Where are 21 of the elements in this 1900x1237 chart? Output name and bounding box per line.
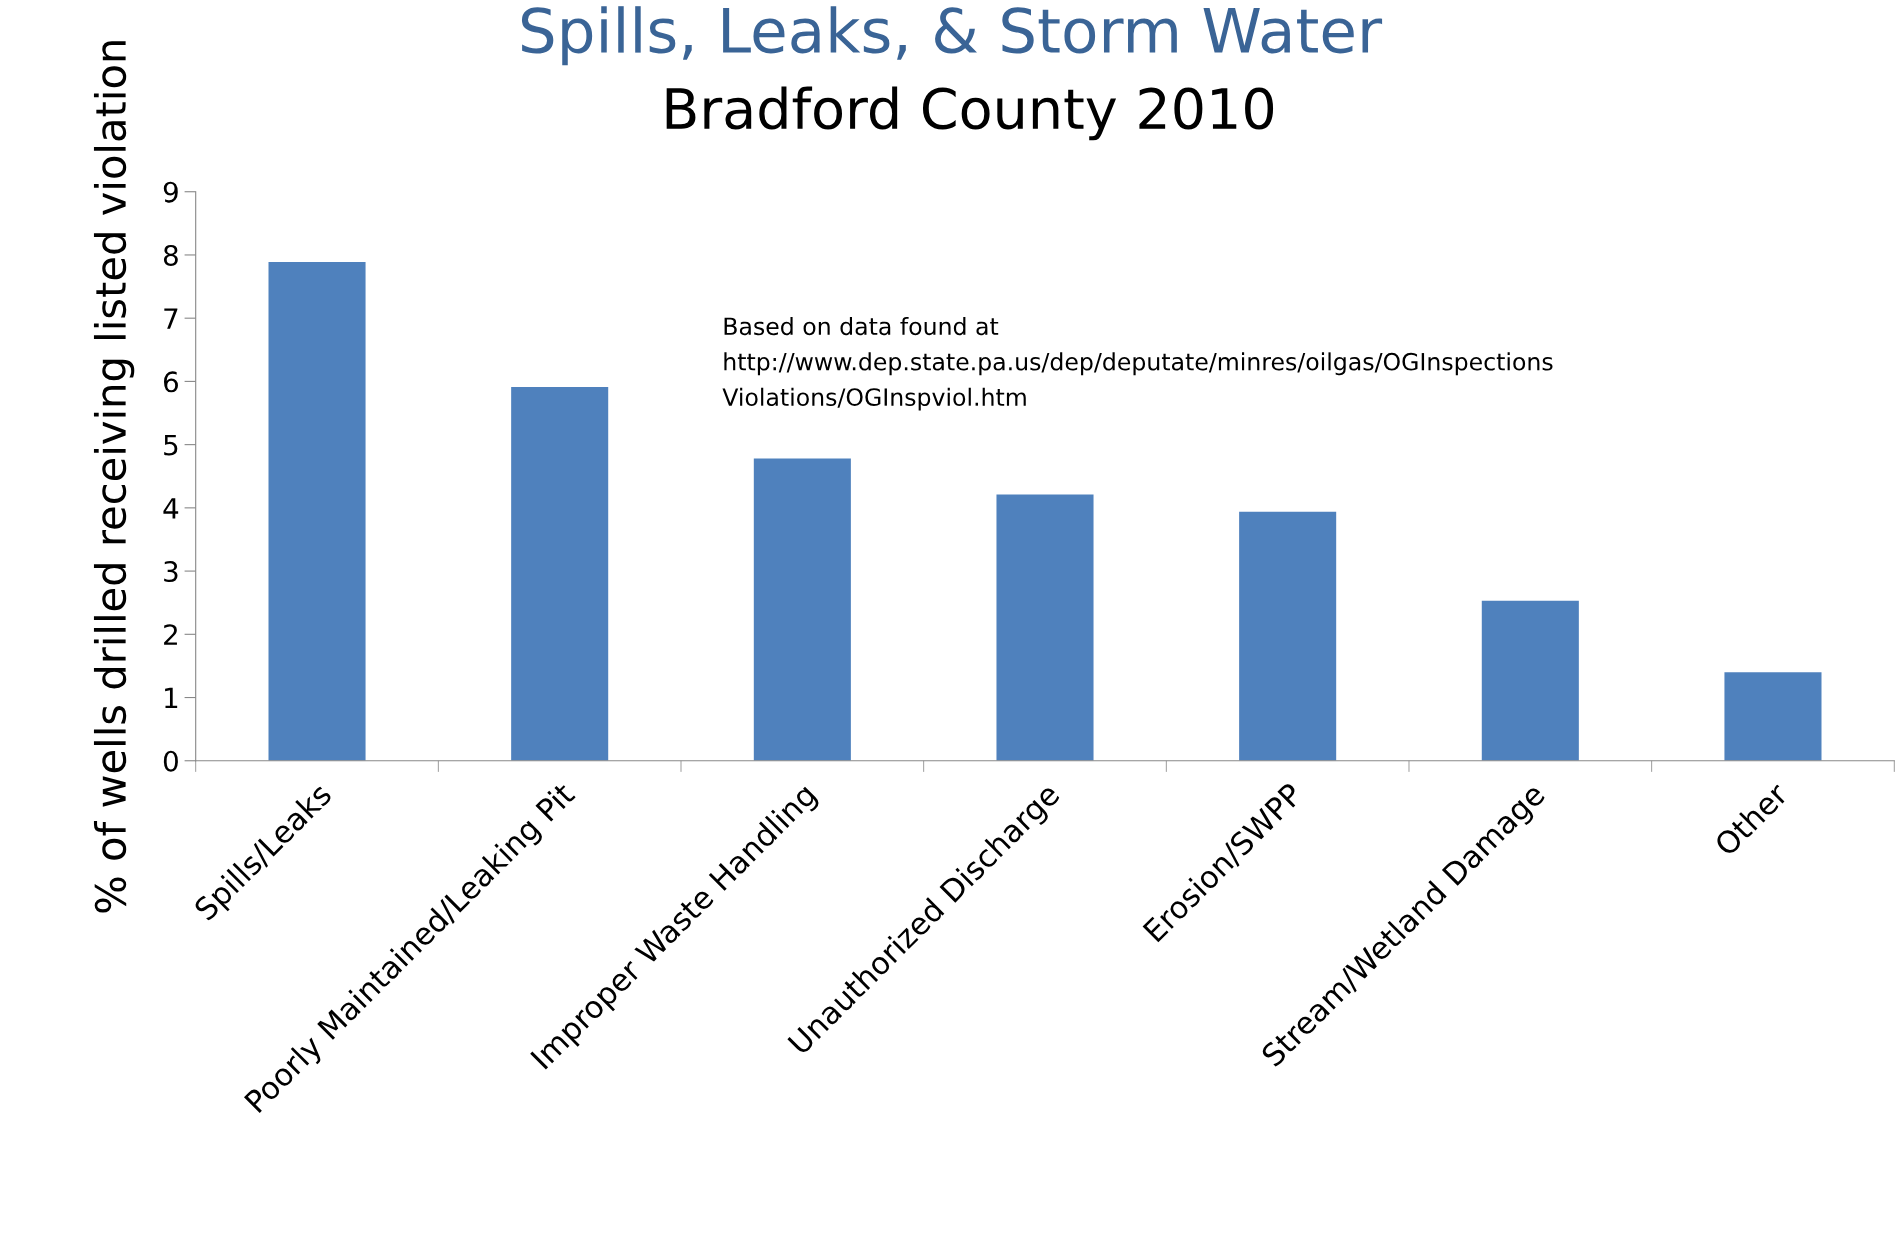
y-tick-label: 9 [163, 181, 178, 203]
y-tick-label: 8 [163, 244, 178, 266]
y-tick-label: 4 [163, 498, 179, 519]
y-tick-label: 1 [165, 687, 178, 709]
chart-title: Spills, Leaks, & Storm Water [521, 6, 1383, 66]
annotation: Based on data found at http://www.dep.state.pa.us/dep/deputate/minres/oilgas/OGInspections Violations/OGInspviol.htm [722, 316, 1553, 411]
y-tick-label: 0 [163, 750, 178, 772]
bar [753, 458, 851, 761]
y-tick-label: 2 [164, 624, 177, 645]
bar [1481, 600, 1579, 761]
y-tick-label: 7 [164, 308, 178, 329]
bar [996, 494, 1094, 761]
y-tick-label: 5 [164, 434, 178, 456]
y-tick-label: 3 [164, 561, 178, 583]
y-tick-label: 6 [163, 371, 178, 393]
bar [1239, 511, 1337, 761]
chart-subtitle: Bradford County 2010 [666, 86, 1274, 141]
y-axis-title: % of wells drilled receiving listed violation [93, 41, 135, 913]
bar [511, 387, 609, 761]
bar [268, 261, 366, 761]
bar [1724, 672, 1822, 761]
